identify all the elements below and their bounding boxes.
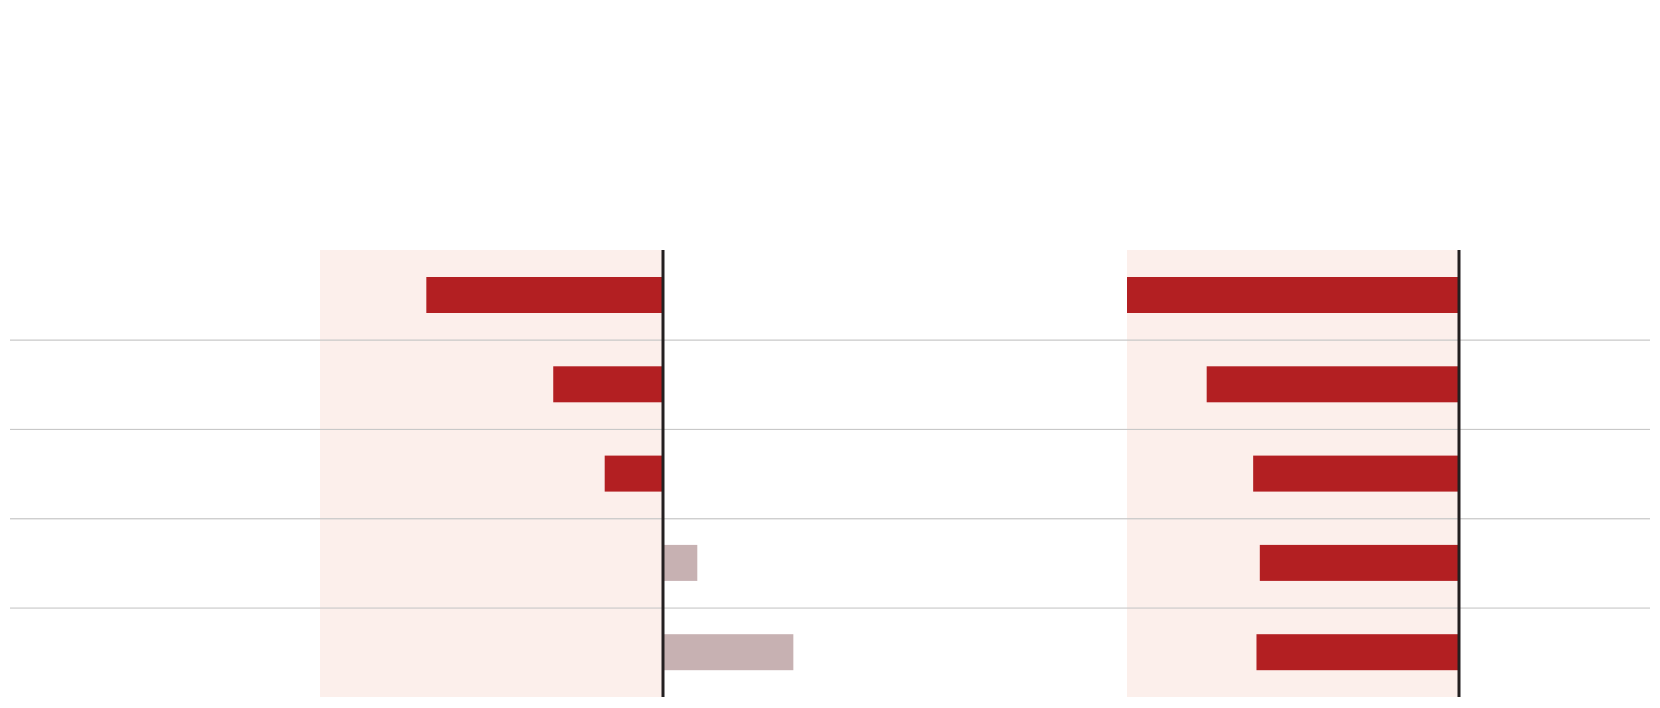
- panel-2-bar-2: [1206, 366, 1459, 403]
- panel-1-bar-2: [553, 366, 663, 403]
- panel-1-bar-3: [604, 455, 663, 492]
- panel-1-bar-4: [663, 544, 698, 581]
- panel-2-bar-3: [1253, 455, 1459, 492]
- baselines-layer: [661, 250, 1461, 697]
- panel-2-bar-5: [1256, 634, 1459, 671]
- row-separators: [10, 339, 1650, 609]
- bars-layer: [426, 277, 1459, 671]
- panel-1-bar-1: [426, 277, 663, 313]
- panel-2-bar-4: [1259, 544, 1459, 581]
- panel-1-bar-5: [663, 634, 794, 671]
- panel-2-bar-1: [1127, 277, 1459, 313]
